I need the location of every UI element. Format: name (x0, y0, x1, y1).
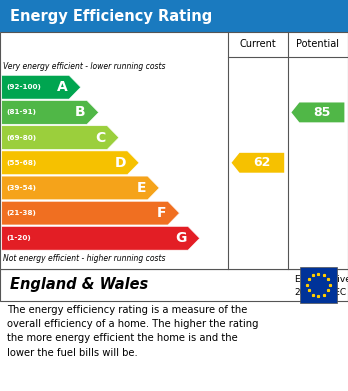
Polygon shape (291, 102, 345, 122)
Bar (0, 0, 348, 32)
Text: 85: 85 (313, 106, 331, 119)
Text: Not energy efficient - higher running costs: Not energy efficient - higher running co… (3, 255, 166, 264)
FancyBboxPatch shape (300, 267, 337, 303)
Text: (69-80): (69-80) (6, 135, 36, 141)
Text: (81-91): (81-91) (6, 109, 36, 115)
Text: (92-100): (92-100) (6, 84, 41, 90)
Polygon shape (2, 201, 180, 225)
Bar (0, 32, 348, 269)
Text: B: B (75, 106, 86, 119)
Polygon shape (2, 100, 98, 124)
Text: The energy efficiency rating is a measure of the
overall efficiency of a home. T: The energy efficiency rating is a measur… (7, 305, 259, 358)
Text: G: G (175, 231, 187, 245)
Text: EU Directive: EU Directive (295, 274, 348, 283)
Text: F: F (157, 206, 166, 220)
Text: E: E (137, 181, 146, 195)
Polygon shape (2, 75, 81, 99)
Text: (55-68): (55-68) (6, 160, 36, 166)
Text: D: D (114, 156, 126, 170)
Text: (39-54): (39-54) (6, 185, 36, 191)
Text: England & Wales: England & Wales (10, 277, 149, 292)
Text: Energy Efficiency Rating: Energy Efficiency Rating (10, 9, 213, 23)
Text: Current: Current (239, 39, 276, 50)
Text: C: C (96, 131, 106, 145)
Polygon shape (2, 126, 119, 149)
Polygon shape (2, 226, 200, 250)
Polygon shape (231, 153, 284, 173)
Text: 62: 62 (253, 156, 270, 169)
Text: 2002/91/EC: 2002/91/EC (295, 287, 347, 296)
Polygon shape (2, 176, 159, 200)
Text: (1-20): (1-20) (6, 235, 31, 241)
Text: (21-38): (21-38) (6, 210, 36, 216)
Text: Potential: Potential (296, 39, 339, 50)
Bar (0, 269, 348, 301)
Text: A: A (57, 80, 68, 94)
Polygon shape (2, 151, 139, 175)
Text: Very energy efficient - lower running costs: Very energy efficient - lower running co… (3, 62, 166, 71)
